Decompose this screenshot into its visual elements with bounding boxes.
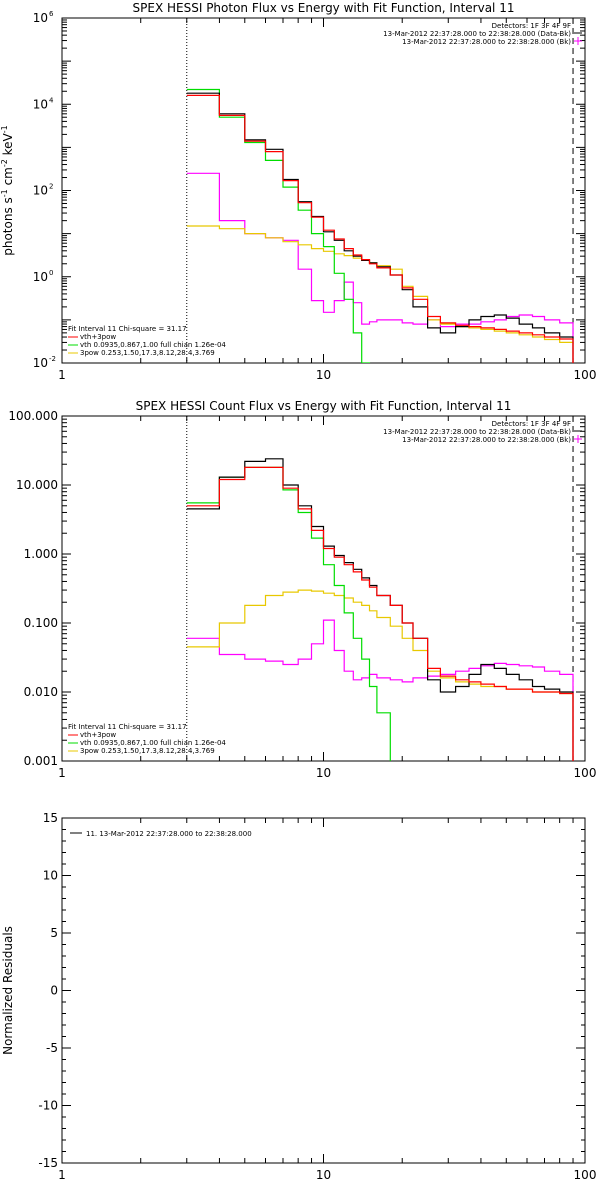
- y-axis-label: photons s-1 cm-2 keV-1: [0, 125, 15, 256]
- y-tick-label: -5: [46, 1041, 58, 1055]
- x-tick-label: 10: [316, 766, 331, 780]
- series-bk: [186, 619, 574, 761]
- chart-title: SPEX HESSI Photon Flux vs Energy with Fi…: [133, 1, 515, 15]
- series-vth-3pow: [186, 466, 574, 761]
- y-tick-label: 10: [43, 869, 58, 883]
- plot-frame: [61, 415, 586, 762]
- y-tick-label: 15: [43, 811, 58, 825]
- y-tick-label: 10: [33, 356, 48, 370]
- y-tick-exponent: 0: [49, 269, 53, 277]
- y-tick-label: 0.100: [24, 616, 58, 630]
- detector-header-line: Detectors: 1F 3F 4F 9F: [492, 420, 571, 428]
- x-tick-label: 100: [574, 1168, 597, 1182]
- data-group: [186, 458, 574, 761]
- series-vth: [186, 466, 574, 761]
- series-vth: [186, 88, 574, 363]
- series-vth-3pow: [186, 94, 574, 363]
- y-tick-label: 100.000: [8, 409, 58, 423]
- fit-info-text: Fit Interval 11 Chi-square = 31.17: [68, 325, 187, 333]
- detector-header-line: 13-Mar-2012 22:37:28.000 to 22:38:28.000…: [383, 30, 571, 38]
- y-tick-label: 10: [33, 184, 48, 198]
- y-tick-exponent: 2: [49, 183, 53, 191]
- chart-panel-2: SPEX HESSI Count Flux vs Energy with Fit…: [8, 399, 596, 780]
- legend-entry: 11. 13-Mar-2012 22:37:28.000 to 22:38:28…: [86, 830, 252, 838]
- fit-info-text: Fit Interval 11 Chi-square = 31.17: [68, 723, 187, 731]
- chart-panel-3: 1 10 100 -15 -10 -5 0 5 10 15 Normalized Residuals…: [1, 811, 596, 1182]
- x-tick-label: 1: [58, 766, 66, 780]
- y-tick-label: 10: [33, 270, 48, 284]
- legend-entry: 3pow 0.253,1.50,17.3,8.12,28.4,3.769: [80, 349, 215, 357]
- x-tick-label: 1: [58, 1168, 66, 1182]
- y-tick-exponent: 6: [49, 10, 54, 18]
- y-tick-label: 0.010: [24, 685, 58, 699]
- x-tick-label: 10: [316, 1168, 331, 1182]
- data-group: [186, 88, 574, 363]
- legend-entry: vth 0.0935,0.867,1.00 full chian 1.26e-0…: [80, 341, 226, 349]
- x-tick-label: 1: [58, 368, 66, 382]
- legend-entry: vth 0.0935,0.867,1.00 full chian 1.26e-0…: [80, 739, 226, 747]
- y-tick-label: 0.001: [24, 754, 58, 768]
- y-tick-label: 1.000: [24, 547, 58, 561]
- series-bk: [186, 172, 574, 363]
- y-tick-exponent: -2: [49, 355, 56, 363]
- plot-frame: [61, 817, 586, 1164]
- legend-entry: vth+3pow: [80, 333, 116, 341]
- y-tick-exponent: 4: [49, 96, 54, 104]
- y-tick-label: -10: [38, 1099, 58, 1113]
- y-tick-label: 10.000: [16, 478, 58, 492]
- chart-title: SPEX HESSI Count Flux vs Energy with Fit…: [136, 399, 512, 413]
- legend-entry: vth+3pow: [80, 731, 116, 739]
- detector-header-line: 13-Mar-2012 22:37:28.000 to 22:38:28.000…: [383, 428, 571, 436]
- y-tick-label: -15: [38, 1156, 58, 1170]
- detector-header-line: Detectors: 1F 3F 4F 9F: [492, 22, 571, 30]
- y-axis-label: Normalized Residuals: [1, 926, 15, 1055]
- y-tick-label: 5: [50, 926, 58, 940]
- chart-panel-1: SPEX HESSI Photon Flux vs Energy with Fi…: [0, 1, 596, 382]
- y-tick-label: 0: [50, 984, 58, 998]
- y-tick-label: 10: [33, 97, 48, 111]
- y-tick-label: 10: [33, 11, 48, 25]
- detector-header-line: 13-Mar-2012 22:37:28.000 to 22:38:28.000…: [402, 436, 571, 444]
- x-tick-label: 100: [574, 766, 597, 780]
- series-3pow: [186, 225, 574, 363]
- x-tick-label: 100: [574, 368, 597, 382]
- series-3pow: [186, 589, 574, 761]
- legend-entry: 3pow 0.253,1.50,17.3,8.12,28.4,3.769: [80, 747, 215, 755]
- detector-header-line: 13-Mar-2012 22:37:28.000 to 22:38:28.000…: [402, 38, 571, 46]
- x-tick-label: 10: [316, 368, 331, 382]
